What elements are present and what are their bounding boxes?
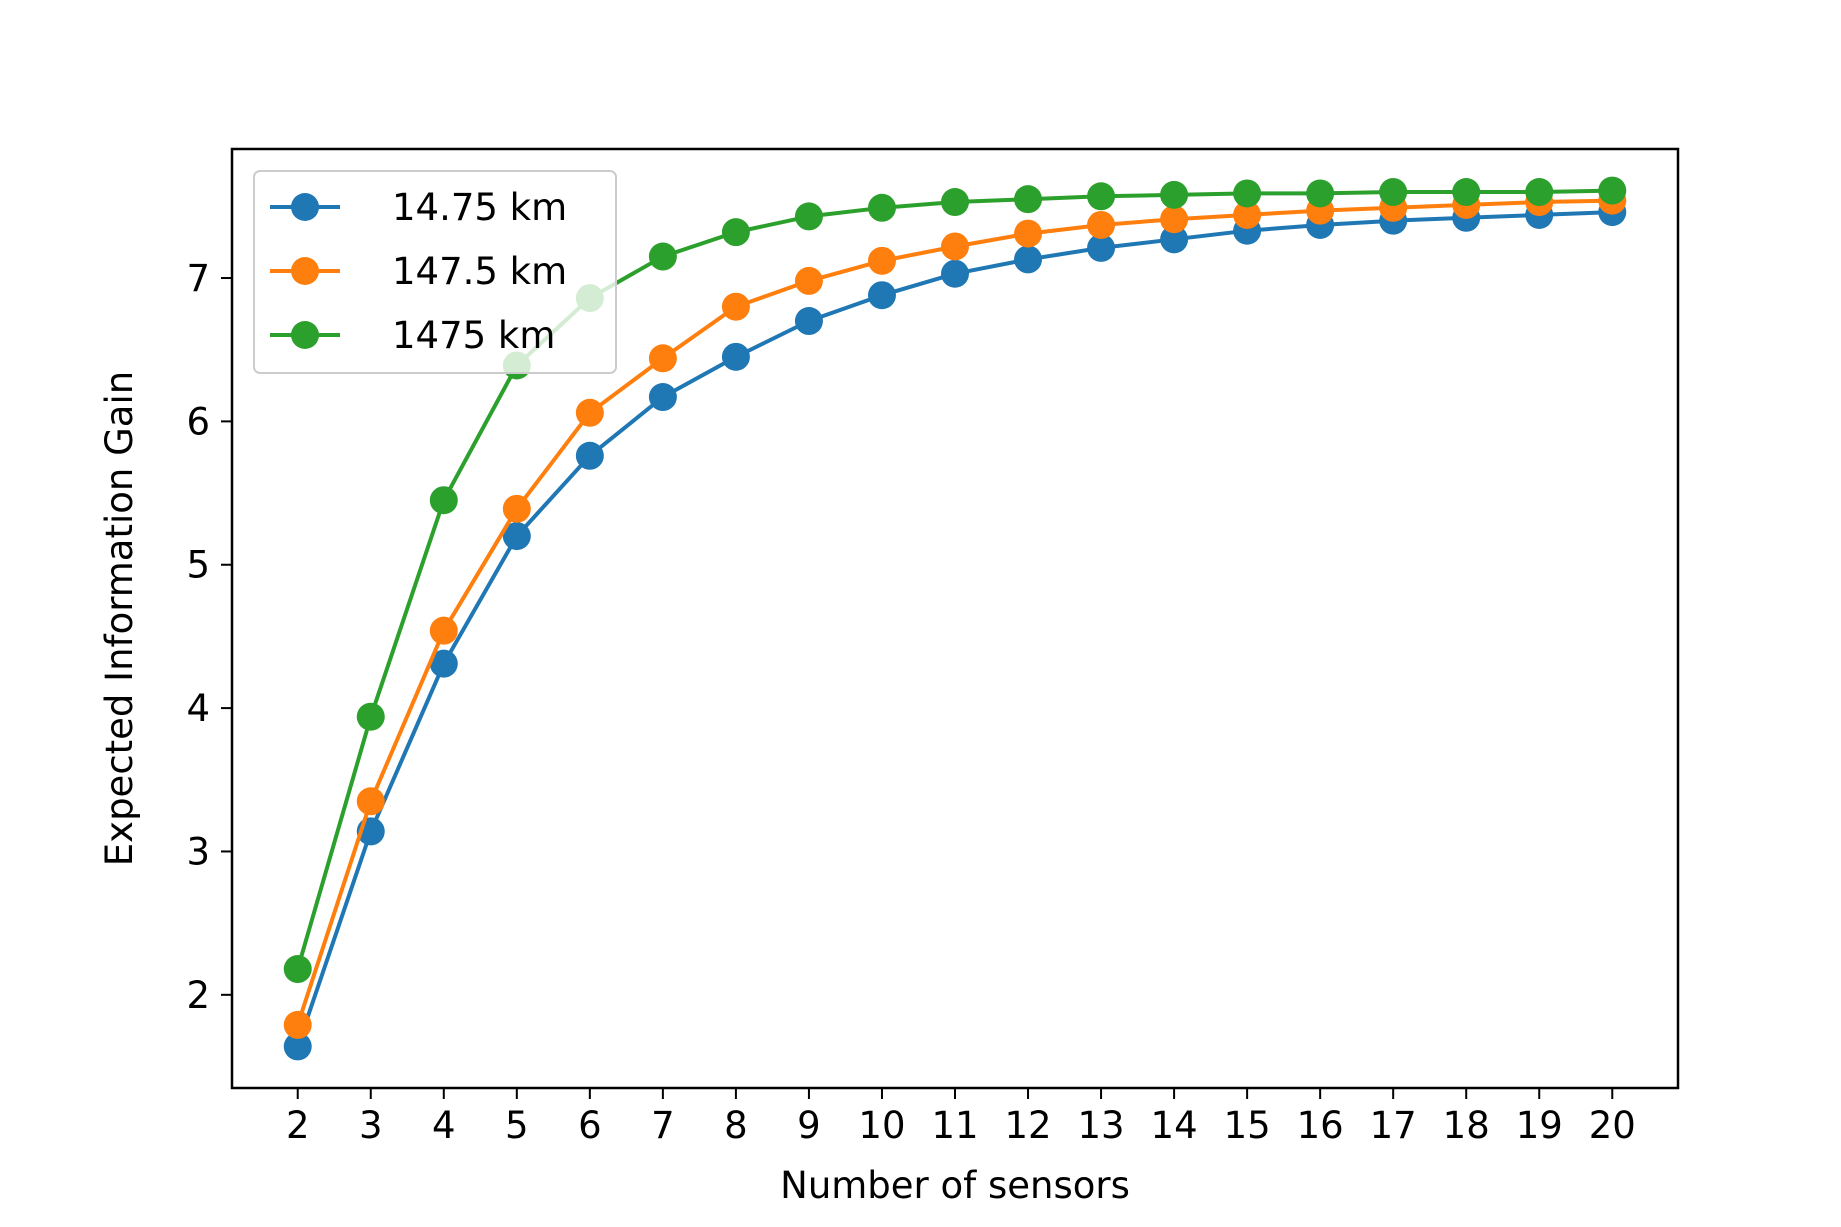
x-tick-label: 17 [1370, 1104, 1417, 1147]
legend-marker [291, 257, 319, 285]
y-tick-label: 6 [186, 400, 210, 443]
x-tick-label: 12 [1004, 1104, 1051, 1147]
x-tick-label: 13 [1078, 1104, 1125, 1147]
data-point [1598, 176, 1627, 205]
data-point [867, 281, 896, 310]
x-tick-label: 7 [651, 1104, 675, 1147]
legend-label: 1475 km [392, 314, 555, 357]
y-axis-title: Expected Information Gain [98, 371, 141, 866]
data-point [429, 649, 458, 678]
data-point [1452, 178, 1481, 207]
y-tick-label: 3 [186, 830, 210, 873]
legend-label: 14.75 km [392, 186, 567, 229]
data-point [721, 218, 750, 247]
x-tick-label: 5 [505, 1104, 529, 1147]
x-tick-label: 3 [359, 1104, 383, 1147]
data-point [867, 246, 896, 275]
legend-box [253, 170, 617, 374]
data-point [502, 522, 531, 551]
data-point [1014, 185, 1043, 214]
series-2 [283, 186, 1627, 1039]
data-point [794, 307, 823, 336]
x-tick-label: 19 [1516, 1104, 1563, 1147]
data-point [283, 955, 312, 984]
legend-item: 1475 km [270, 314, 555, 357]
data-point [1087, 182, 1116, 211]
data-point [1014, 245, 1043, 274]
data-point [283, 1010, 312, 1039]
legend-item: 14.75 km [270, 186, 567, 229]
x-axis-title: Number of sensors [780, 1164, 1130, 1207]
data-point [721, 292, 750, 321]
y-tick-label: 7 [186, 257, 210, 300]
data-point [1160, 205, 1189, 234]
data-point [1379, 178, 1408, 207]
x-tick-label: 11 [931, 1104, 978, 1147]
data-point [941, 232, 969, 261]
data-point [356, 702, 385, 731]
data-point [1087, 210, 1116, 239]
data-point [575, 441, 604, 470]
data-point [941, 259, 969, 288]
data-point [1160, 180, 1189, 209]
data-point [721, 342, 750, 371]
data-point [794, 202, 823, 231]
data-point [1233, 200, 1262, 229]
x-tick-label: 15 [1224, 1104, 1271, 1147]
x-tick-label: 6 [578, 1104, 602, 1147]
legend-marker [291, 321, 319, 349]
x-tick-label: 4 [432, 1104, 456, 1147]
x-tick-label: 2 [286, 1104, 310, 1147]
x-tick-label: 9 [797, 1104, 821, 1147]
x-tick-label: 14 [1151, 1104, 1198, 1147]
data-point [1233, 179, 1262, 208]
data-point [648, 242, 677, 271]
data-point [941, 188, 969, 217]
x-tick-label: 10 [858, 1104, 905, 1147]
data-point [429, 616, 458, 645]
data-point [1014, 219, 1043, 248]
data-point [1087, 233, 1116, 262]
x-tick-label: 16 [1297, 1104, 1344, 1147]
x-axis: 2 3 4 5 6 7 8 9 10 11 12 13 14 15 16 17 18 19 20 [286, 1088, 1636, 1147]
x-tick-label: 8 [724, 1104, 748, 1147]
y-axis: 2 3 4 5 6 7 [186, 257, 232, 1017]
legend-item: 147.5 km [270, 250, 567, 293]
data-point [356, 787, 385, 816]
y-tick-label: 4 [186, 687, 210, 730]
x-tick-label: 18 [1443, 1104, 1490, 1147]
data-point [1306, 179, 1335, 208]
data-point [867, 193, 896, 222]
data-point [429, 486, 458, 515]
data-point [648, 383, 677, 412]
data-point [648, 344, 677, 373]
y-tick-label: 5 [186, 544, 210, 587]
legend-marker [291, 193, 319, 221]
data-point [1525, 178, 1554, 207]
data-point [575, 398, 604, 427]
data-point [283, 1032, 312, 1061]
y-tick-label: 2 [186, 974, 210, 1017]
data-point [1160, 225, 1189, 254]
data-point [794, 266, 823, 295]
data-point [502, 494, 531, 523]
legend: 14.75 km 147.5 km 1475 km [253, 170, 617, 374]
x-tick-label: 20 [1589, 1104, 1636, 1147]
legend-label: 147.5 km [392, 250, 567, 293]
